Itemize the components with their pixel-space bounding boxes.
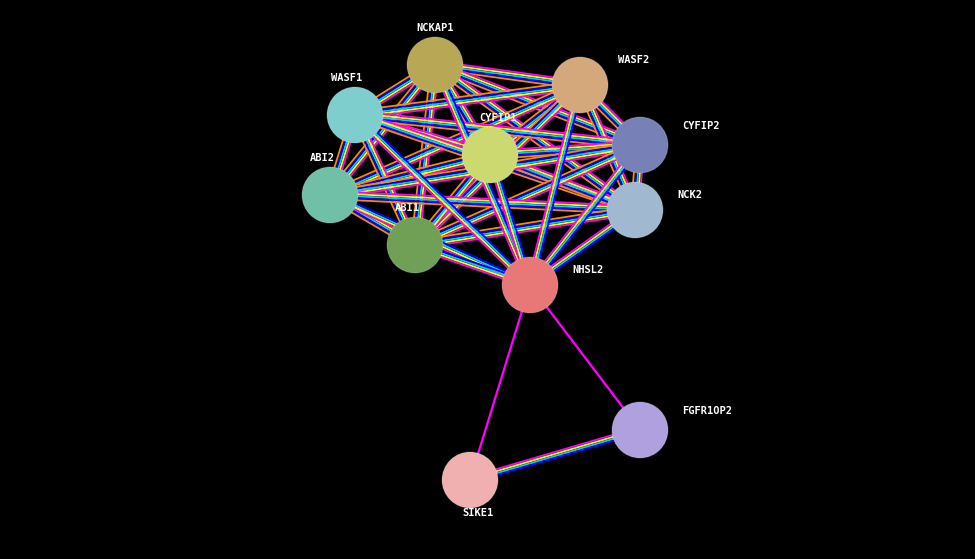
Text: ABI2: ABI2 bbox=[309, 153, 334, 163]
Text: NCKAP1: NCKAP1 bbox=[416, 23, 453, 33]
Circle shape bbox=[387, 217, 443, 273]
Text: WASF1: WASF1 bbox=[332, 73, 363, 83]
Circle shape bbox=[607, 182, 663, 238]
Circle shape bbox=[462, 127, 518, 183]
Circle shape bbox=[552, 57, 608, 113]
Circle shape bbox=[612, 117, 668, 173]
Text: WASF2: WASF2 bbox=[618, 55, 649, 65]
Circle shape bbox=[502, 257, 558, 313]
Text: NHSL2: NHSL2 bbox=[572, 265, 604, 275]
Circle shape bbox=[442, 452, 498, 508]
Text: ABI1: ABI1 bbox=[395, 203, 419, 213]
Text: FGFR1OP2: FGFR1OP2 bbox=[682, 406, 732, 416]
Text: CYFIP1: CYFIP1 bbox=[480, 113, 517, 123]
Text: CYFIP2: CYFIP2 bbox=[682, 121, 720, 131]
Circle shape bbox=[327, 87, 383, 143]
Text: SIKE1: SIKE1 bbox=[462, 508, 493, 518]
Circle shape bbox=[407, 37, 463, 93]
Circle shape bbox=[612, 402, 668, 458]
Text: NCK2: NCK2 bbox=[677, 190, 702, 200]
Circle shape bbox=[302, 167, 358, 223]
